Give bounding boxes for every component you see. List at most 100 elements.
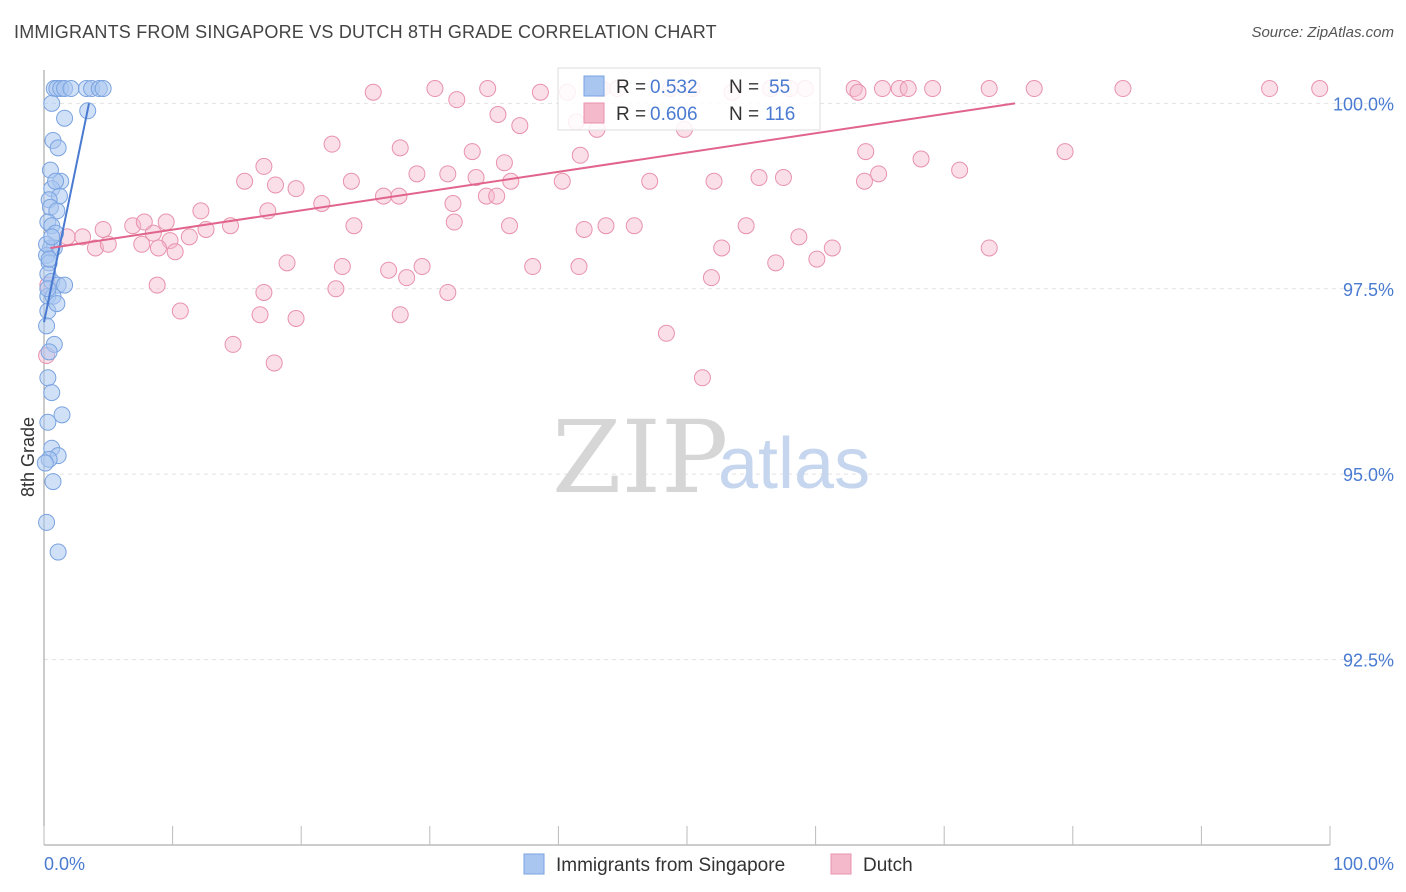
dutch-point-36 xyxy=(857,143,875,161)
dutch-point-53 xyxy=(266,176,284,194)
dutch-point-12 xyxy=(899,80,917,98)
singapore-point-50 xyxy=(47,172,65,190)
singapore-point-35 xyxy=(40,343,58,361)
dutch-point-45 xyxy=(641,172,659,190)
singapore-point-43 xyxy=(44,473,62,491)
dutch-point-109 xyxy=(265,354,283,372)
dutch-point-43 xyxy=(502,172,520,190)
dutch-point-49 xyxy=(855,172,873,190)
dutch-point-0 xyxy=(426,80,444,98)
singapore-point-44 xyxy=(38,513,56,531)
dutch-point-34 xyxy=(495,154,513,172)
dutch-point-76 xyxy=(808,250,826,268)
dutch-point-103 xyxy=(251,306,269,324)
x-tick-label-min: 0.0% xyxy=(44,854,85,874)
legend-label-singapore[interactable]: Immigrants from Singapore xyxy=(556,855,785,876)
dutch-point-27 xyxy=(511,117,529,135)
stats-swatch-singapore xyxy=(583,75,605,97)
singapore-point-52 xyxy=(39,280,57,298)
singapore-point-51 xyxy=(40,250,58,268)
dutch-point-99 xyxy=(148,276,166,294)
singapore-point-4 xyxy=(62,80,80,98)
watermark-zip: ZIP xyxy=(552,399,728,516)
dutch-point-75 xyxy=(790,228,808,246)
stats-r-dutch: 0.606 xyxy=(650,104,698,125)
dutch-point-106 xyxy=(171,302,189,320)
singapore-point-54 xyxy=(48,295,66,313)
legend-swatch-singapore[interactable] xyxy=(523,853,545,875)
singapore-point-11 xyxy=(56,109,74,127)
dutch-point-20 xyxy=(364,83,382,101)
dutch-point-42 xyxy=(467,169,485,187)
stats-legend: R = 0.532 N = 55 R = 0.606 N = 116 xyxy=(557,67,821,131)
dutch-point-32 xyxy=(391,139,409,157)
dutch-point-88 xyxy=(149,239,167,257)
dutch-point-67 xyxy=(445,213,463,231)
y-tick-label-0: 100.0% xyxy=(1333,94,1394,114)
dutch-point-47 xyxy=(750,169,768,187)
dutch-point-18 xyxy=(1311,80,1329,98)
dutch-point-100 xyxy=(255,283,273,301)
dutch-point-101 xyxy=(327,280,345,298)
trend-lines xyxy=(43,102,1016,323)
dutch-point-54 xyxy=(287,180,305,198)
dutch-point-1 xyxy=(479,80,497,98)
dutch-point-33 xyxy=(463,143,481,161)
dutch-point-91 xyxy=(333,258,351,276)
dutch-point-59 xyxy=(477,187,495,205)
dutch-point-14 xyxy=(980,80,998,98)
x-ticks xyxy=(43,826,1331,845)
dutch-point-10 xyxy=(873,80,891,98)
dutch-point-84 xyxy=(180,228,198,246)
dutch-point-41 xyxy=(439,165,457,183)
dutch-point-63 xyxy=(192,202,210,220)
dutch-point-44 xyxy=(553,172,571,190)
dutch-point-25 xyxy=(448,91,466,109)
dutch-point-58 xyxy=(444,194,462,212)
dutch-point-87 xyxy=(133,235,151,253)
x-tick-label-max: 100.0% xyxy=(1333,854,1394,874)
singapore-point-47 xyxy=(38,317,56,335)
dutch-point-17 xyxy=(1261,80,1279,98)
dutch-point-69 xyxy=(575,220,593,238)
dutch-point-89 xyxy=(166,243,184,261)
dutch-point-46 xyxy=(705,172,723,190)
dutch-point-15 xyxy=(1025,80,1043,98)
dutch-point-78 xyxy=(980,239,998,257)
singapore-point-8 xyxy=(94,80,112,98)
y-tick-label-2: 95.0% xyxy=(1343,465,1394,485)
dutch-point-11 xyxy=(890,80,908,98)
stats-r-label-dutch: R = xyxy=(616,104,646,125)
dutch-point-68 xyxy=(501,217,519,235)
stats-r-label-singapore: R = xyxy=(616,77,646,98)
dutch-point-105 xyxy=(391,306,409,324)
dutch-point-104 xyxy=(287,309,305,327)
dutch-point-94 xyxy=(413,258,431,276)
singapore-trend-line xyxy=(43,103,90,323)
singapore-point-30 xyxy=(56,276,74,294)
singapore-point-46 xyxy=(36,454,54,472)
dutch-point-93 xyxy=(398,269,416,287)
dutch-point-95 xyxy=(524,258,542,276)
dutch-point-107 xyxy=(135,213,153,231)
stats-n-label-singapore: N = xyxy=(729,77,759,98)
dutch-point-48 xyxy=(774,169,792,187)
singapore-points xyxy=(36,80,112,561)
singapore-point-38 xyxy=(53,406,71,424)
dutch-point-73 xyxy=(737,217,755,235)
singapore-point-39 xyxy=(39,413,57,431)
dutch-point-26 xyxy=(489,105,507,123)
legend-swatch-dutch[interactable] xyxy=(830,853,852,875)
singapore-point-9 xyxy=(43,94,61,112)
dutch-point-52 xyxy=(236,172,254,190)
bottom-legend: Immigrants from Singapore Dutch xyxy=(523,853,913,876)
dutch-point-97 xyxy=(702,269,720,287)
dutch-point-39 xyxy=(255,157,273,175)
dutch-point-102 xyxy=(439,283,457,301)
dutch-trend-line xyxy=(50,102,1016,249)
dutch-point-74 xyxy=(767,254,785,272)
stats-n-singapore: 55 xyxy=(769,77,790,98)
singapore-point-53 xyxy=(43,228,61,246)
legend-label-dutch[interactable]: Dutch xyxy=(863,855,913,876)
